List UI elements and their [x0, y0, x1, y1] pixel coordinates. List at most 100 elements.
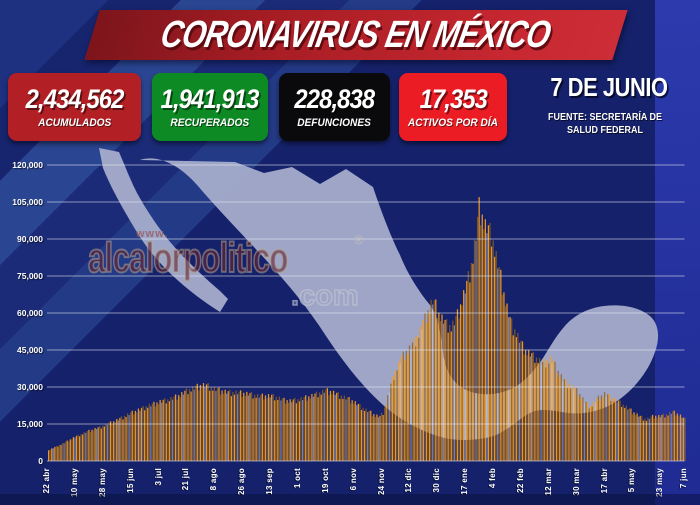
daily-bar	[573, 389, 575, 461]
daily-bar	[639, 415, 641, 461]
daily-bar	[659, 417, 661, 461]
daily-bar	[336, 392, 338, 461]
daily-bar	[603, 392, 606, 461]
daily-bar	[487, 225, 490, 461]
daily-bar	[49, 449, 51, 461]
daily-bar	[303, 396, 305, 461]
daily-bar	[405, 350, 407, 461]
daily-bar	[507, 317, 510, 461]
x-axis-tick-label: 4 feb	[488, 468, 497, 489]
daily-bar	[315, 391, 318, 461]
daily-bar	[398, 361, 400, 461]
daily-bar	[116, 419, 118, 461]
daily-bar	[580, 399, 582, 461]
daily-bar	[57, 446, 59, 461]
daily-bar	[65, 441, 67, 461]
daily-bar	[394, 370, 397, 461]
daily-bar	[246, 391, 248, 461]
daily-bar	[202, 383, 205, 461]
y-axis-tick-label: 30,000	[17, 382, 43, 392]
daily-bar	[425, 322, 428, 461]
daily-bar	[113, 421, 115, 461]
x-axis-tick-label: 21 jul	[181, 468, 190, 491]
daily-bar	[638, 416, 640, 461]
daily-bar	[484, 219, 486, 461]
daily-bar	[229, 389, 231, 461]
daily-bar	[92, 430, 95, 461]
daily-bar	[258, 397, 260, 461]
daily-bar	[346, 397, 349, 461]
daily-bar	[72, 437, 75, 461]
daily-bar	[388, 392, 390, 461]
daily-bar	[670, 413, 672, 461]
daily-bar	[565, 379, 567, 461]
daily-bar	[551, 363, 553, 461]
daily-bar	[139, 410, 141, 461]
daily-bar	[506, 303, 508, 461]
title-banner: CORONAVIRUS EN MÉXICO	[84, 10, 628, 60]
daily-bar	[371, 416, 373, 461]
daily-bar	[351, 400, 353, 461]
x-axis-tick-label: 19 oct	[321, 468, 330, 493]
daily-bar	[528, 349, 530, 461]
daily-bar	[94, 427, 96, 461]
daily-bar	[419, 326, 421, 461]
date-block: 7 DE JUNIO FUENTE: SECRETARÍA DE SALUD F…	[540, 72, 670, 137]
daily-bar	[459, 304, 462, 461]
daily-bar	[300, 397, 302, 461]
daily-bar	[641, 415, 643, 461]
daily-bar	[466, 280, 468, 461]
daily-bar	[450, 331, 452, 461]
daily-bar	[145, 406, 147, 461]
daily-bar	[309, 398, 311, 461]
daily-bar	[328, 395, 330, 461]
daily-bar	[117, 420, 119, 461]
daily-bar	[154, 406, 157, 461]
bottom-edge-shade	[0, 494, 700, 505]
x-axis-tick-label: 7 jun	[679, 468, 688, 489]
daily-bar	[144, 410, 146, 461]
daily-bar	[374, 416, 377, 461]
daily-bar	[486, 233, 488, 461]
daily-bar	[55, 445, 57, 461]
daily-bar	[552, 360, 555, 461]
daily-bar	[667, 415, 669, 461]
daily-bar	[249, 393, 251, 461]
x-axis-tick-label: 10 may	[70, 468, 79, 497]
daily-bar	[157, 404, 160, 461]
daily-bar	[176, 399, 178, 461]
x-axis-tick-label: 17 ene	[460, 468, 469, 495]
x-axis-tick-label: 23 may	[655, 468, 664, 497]
daily-bar	[542, 361, 544, 461]
daily-bar	[524, 349, 527, 461]
daily-bar	[605, 396, 607, 461]
daily-bar	[106, 424, 109, 461]
daily-bar	[360, 410, 363, 461]
daily-bar	[444, 319, 446, 461]
daily-bar	[261, 393, 263, 461]
daily-bars-group	[48, 197, 686, 462]
daily-bar	[390, 383, 392, 461]
daily-bar	[161, 402, 163, 461]
daily-bar	[295, 403, 298, 461]
daily-bar	[636, 413, 638, 461]
daily-bar	[557, 370, 559, 461]
daily-bar	[97, 427, 99, 461]
daily-bar	[54, 446, 56, 461]
daily-bar	[410, 349, 412, 461]
daily-bar	[232, 391, 234, 461]
daily-bar	[247, 395, 250, 461]
daily-bar	[179, 397, 181, 461]
stat-box-acumulados: 2,434,562 ACUMULADOS	[8, 73, 141, 141]
daily-bar	[301, 400, 304, 461]
daily-bar	[219, 394, 222, 461]
daily-bar	[257, 393, 259, 461]
daily-bar	[86, 431, 88, 461]
daily-bar	[171, 399, 174, 461]
daily-bar	[354, 401, 356, 461]
daily-bar	[391, 375, 394, 461]
daily-bar	[401, 355, 403, 461]
x-axis-tick-label: 3 jul	[154, 468, 163, 486]
daily-bar	[66, 440, 68, 461]
daily-bar	[422, 319, 425, 461]
